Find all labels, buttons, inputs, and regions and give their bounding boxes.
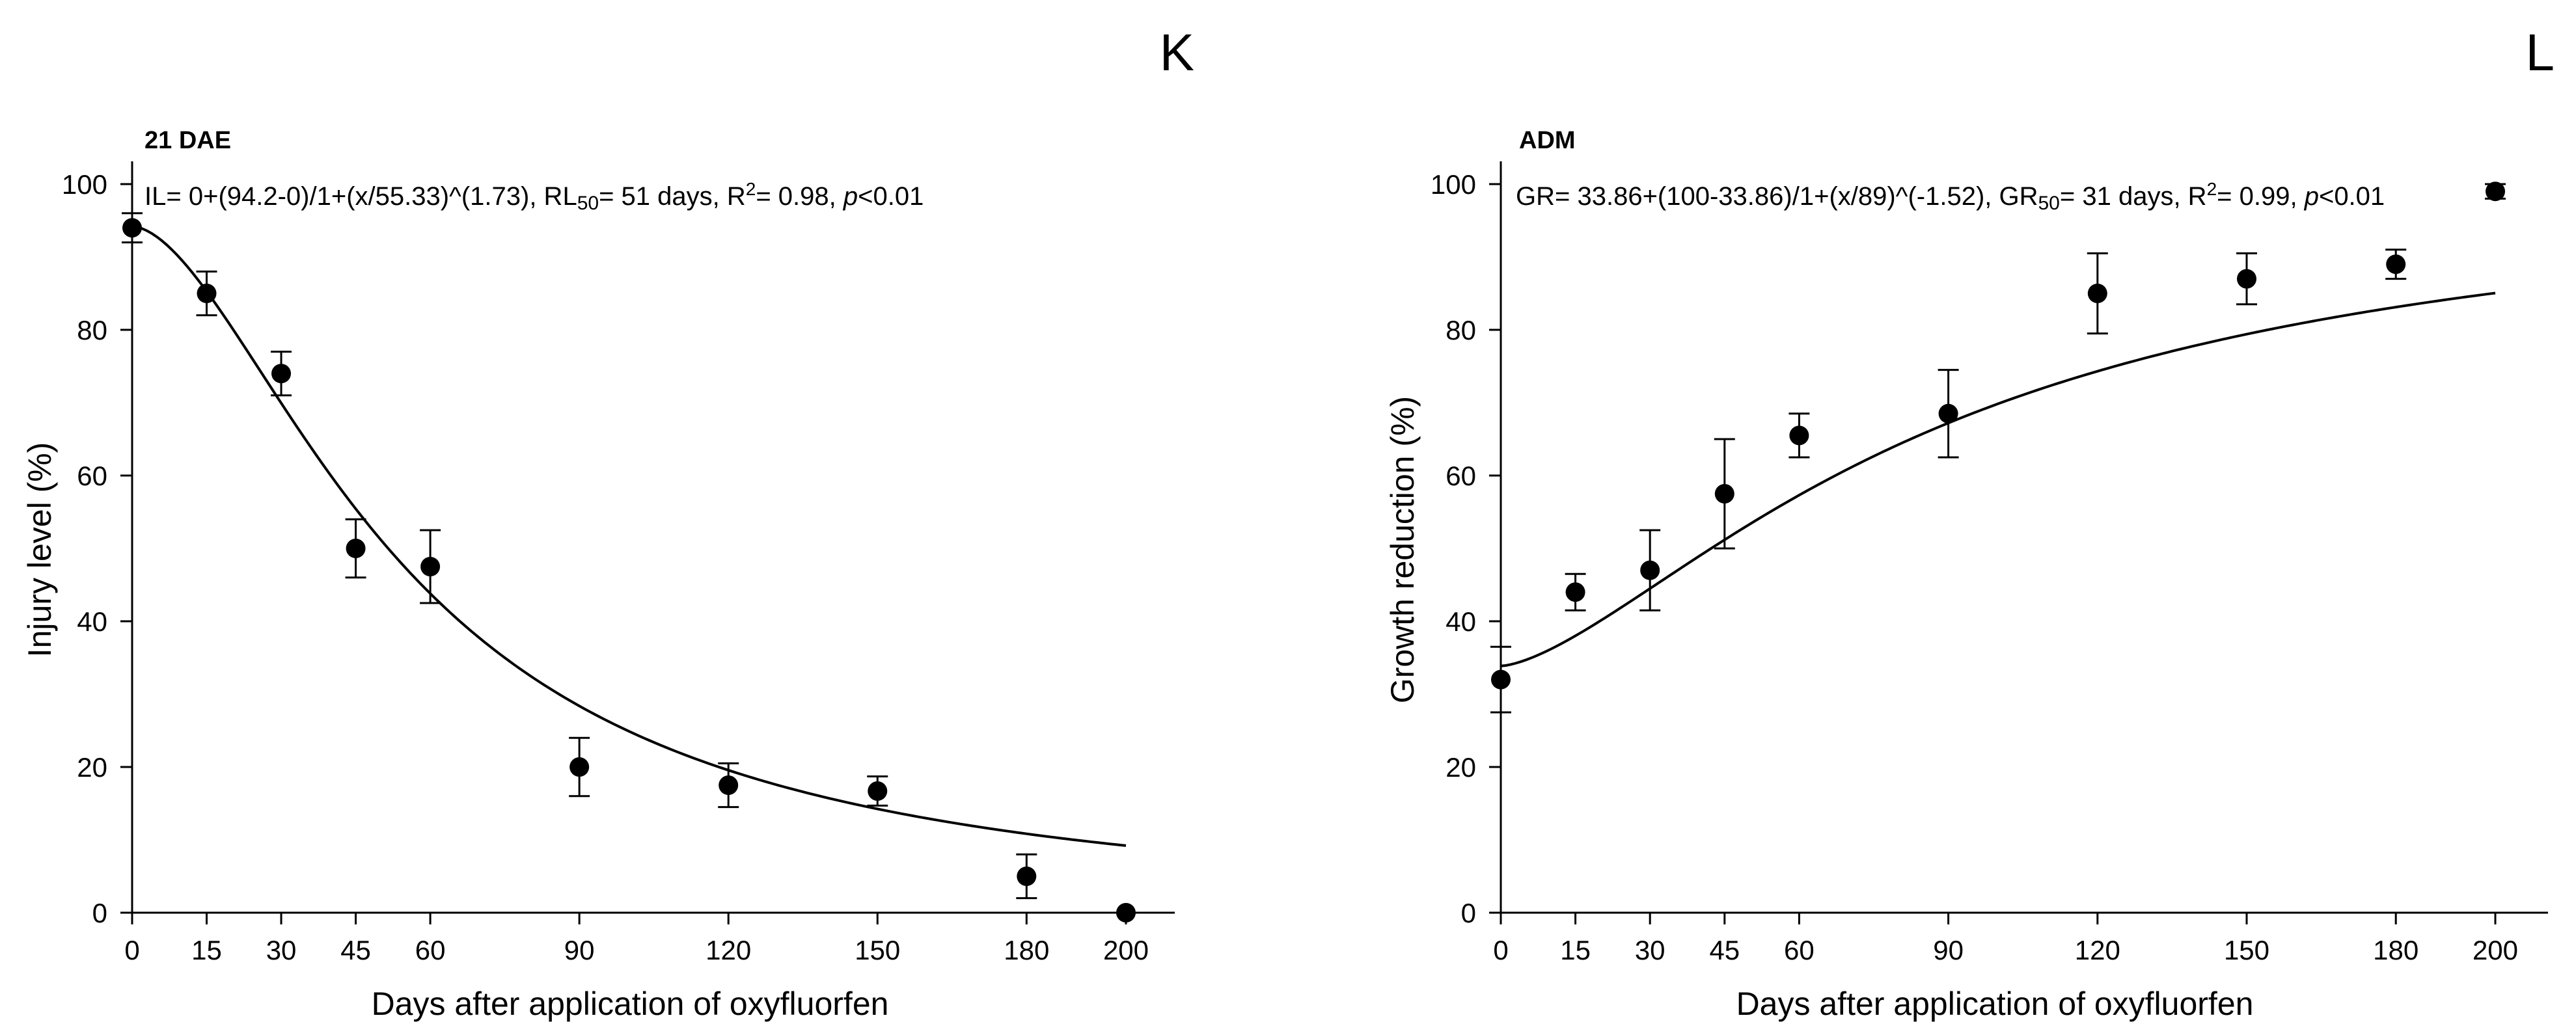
data-point [2386,254,2406,275]
data-point [346,539,366,558]
data-point [2237,269,2256,289]
x-axis-label: Days after application of oxyfluorfen [372,986,889,1022]
equation-part: = 31 days, R [2060,182,2207,211]
x-tick-label: 45 [1709,935,1740,965]
data-point [569,757,590,777]
equation-part: IL= 0+(94.2-0)/1+(x/55.33)^(1.73), RL [144,182,577,211]
equation-text: IL= 0+(94.2-0)/1+(x/55.33)^(1.73), RL50=… [144,179,924,214]
equation-p-italic: p [843,182,858,211]
data-point [2486,181,2505,202]
fit-curve [131,224,1127,847]
x-tick-label: 150 [2224,935,2269,965]
y-axis-label: Injury level (%) [21,442,58,658]
equation-part: <0.01 [858,182,924,211]
panel-letter: K [1160,23,1194,81]
data-point [271,364,292,384]
equation-part: = 0.99, [2217,182,2305,211]
x-tick-label: 150 [855,935,900,965]
data-point [1491,669,1511,690]
y-tick-label: 100 [1431,169,1476,200]
y-ticks: 0 20 40 60 80 100 [1431,169,1501,928]
x-tick-label: 15 [1560,935,1591,965]
y-tick-label: 80 [77,315,107,345]
data-points [1490,181,2506,714]
x-axis-label: Days after application of oxyfluorfen [1736,986,2254,1022]
x-tick-label: 200 [1103,935,1149,965]
y-tick-label: 60 [77,461,107,491]
fit-curve-group [1500,291,2496,667]
x-tick-label: 30 [1635,935,1665,965]
fit-curve [1500,291,2496,667]
x-tick-label: 90 [564,935,595,965]
equation-superscript: 2 [746,179,756,199]
equation-part: <0.01 [2319,182,2385,211]
equation-subscript: 50 [577,193,599,214]
y-tick-label: 40 [1446,606,1476,637]
data-point [1789,425,1809,446]
y-tick-label: 80 [1446,315,1476,345]
data-point [420,557,441,576]
chart-title: ADM [1519,127,1576,154]
x-tick-label: 15 [191,935,222,965]
data-point [1938,403,1958,423]
y-tick-label: 60 [1446,461,1476,491]
x-tick-label: 180 [1004,935,1049,965]
x-tick-label: 120 [706,935,751,965]
x-tick-label: 60 [1784,935,1815,965]
equation-superscript: 2 [2207,179,2217,199]
x-tick-label: 30 [266,935,297,965]
equation-p-italic: p [2304,182,2319,211]
data-point [1116,903,1136,922]
x-tick-label: 0 [124,935,139,965]
fit-curve-group [131,224,1127,847]
y-ticks: 0 20 40 60 80 100 [62,169,132,928]
panel-letter: L [2526,23,2555,81]
data-point [719,775,739,795]
x-tick-label: 180 [2373,935,2418,965]
equation-subscript: 50 [2038,193,2060,214]
data-point [2087,284,2107,303]
data-point [1565,582,1585,602]
x-tick-label: 60 [415,935,446,965]
data-point [1017,867,1037,886]
y-tick-label: 20 [77,752,107,783]
y-tick-label: 0 [1461,898,1476,928]
equation-text: GR= 33.86+(100-33.86)/1+(x/89)^(-1.52), … [1516,179,2385,214]
x-tick-label: 45 [340,935,371,965]
equation-part: GR= 33.86+(100-33.86)/1+(x/89)^(-1.52), … [1516,182,2038,211]
x-tick-label: 120 [2075,935,2120,965]
y-axis-label: Growth reduction (%) [1384,396,1421,703]
y-tick-label: 40 [77,606,107,637]
x-tick-label: 90 [1933,935,1964,965]
equation-part: = 0.98, [756,182,843,211]
data-points [122,212,1136,922]
panel-k: K 21 DAE IL= 0+(94.2-0)/1+(x/55.33)^(1.7… [21,23,1194,1022]
x-ticks: 0 15 30 45 60 90 120 150 180 200 [1493,913,2518,965]
data-point [197,284,217,303]
data-point [122,218,142,238]
data-point [868,781,888,801]
data-point [1714,484,1734,504]
data-point [1640,560,1660,580]
equation-part: = 51 days, R [599,182,746,211]
y-tick-label: 0 [92,898,107,928]
y-tick-label: 20 [1446,752,1476,783]
x-tick-label: 0 [1493,935,1508,965]
chart-title: 21 DAE [144,127,231,154]
y-tick-label: 100 [62,169,107,200]
x-tick-label: 200 [2473,935,2518,965]
x-ticks: 0 15 30 45 60 90 120 150 180 200 [124,913,1149,965]
panel-l: L ADM GR= 33.86+(100-33.86)/1+(x/89)^(-1… [1384,23,2555,1022]
